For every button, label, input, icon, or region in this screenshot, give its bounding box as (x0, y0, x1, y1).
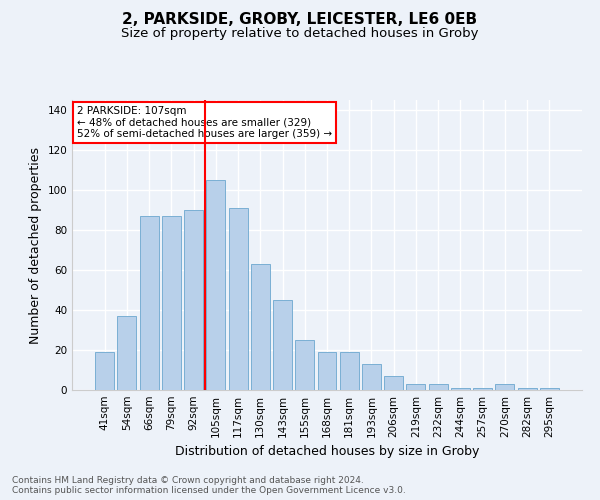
Bar (473, 388, 492, 390)
Bar (451, 388, 470, 390)
Bar (317, 352, 337, 390)
Text: Size of property relative to detached houses in Groby: Size of property relative to detached ho… (121, 28, 479, 40)
Bar (273, 300, 292, 390)
Bar (384, 376, 403, 390)
Bar (496, 384, 514, 390)
Bar (229, 208, 248, 390)
Bar (95, 352, 114, 390)
Bar (406, 384, 425, 390)
Y-axis label: Number of detached properties: Number of detached properties (29, 146, 42, 344)
Text: 2, PARKSIDE, GROBY, LEICESTER, LE6 0EB: 2, PARKSIDE, GROBY, LEICESTER, LE6 0EB (122, 12, 478, 28)
Bar (206, 180, 225, 390)
Bar (340, 352, 359, 390)
Bar (140, 216, 158, 390)
Bar (162, 216, 181, 390)
Bar (540, 388, 559, 390)
Text: Contains HM Land Registry data © Crown copyright and database right 2024.: Contains HM Land Registry data © Crown c… (12, 476, 364, 485)
Bar (295, 340, 314, 390)
Bar (251, 264, 270, 390)
Text: Contains public sector information licensed under the Open Government Licence v3: Contains public sector information licen… (12, 486, 406, 495)
X-axis label: Distribution of detached houses by size in Groby: Distribution of detached houses by size … (175, 446, 479, 458)
Bar (184, 210, 203, 390)
Text: 2 PARKSIDE: 107sqm
← 48% of detached houses are smaller (329)
52% of semi-detach: 2 PARKSIDE: 107sqm ← 48% of detached hou… (77, 106, 332, 139)
Bar (118, 316, 136, 390)
Bar (518, 388, 536, 390)
Bar (362, 364, 381, 390)
Bar (429, 384, 448, 390)
